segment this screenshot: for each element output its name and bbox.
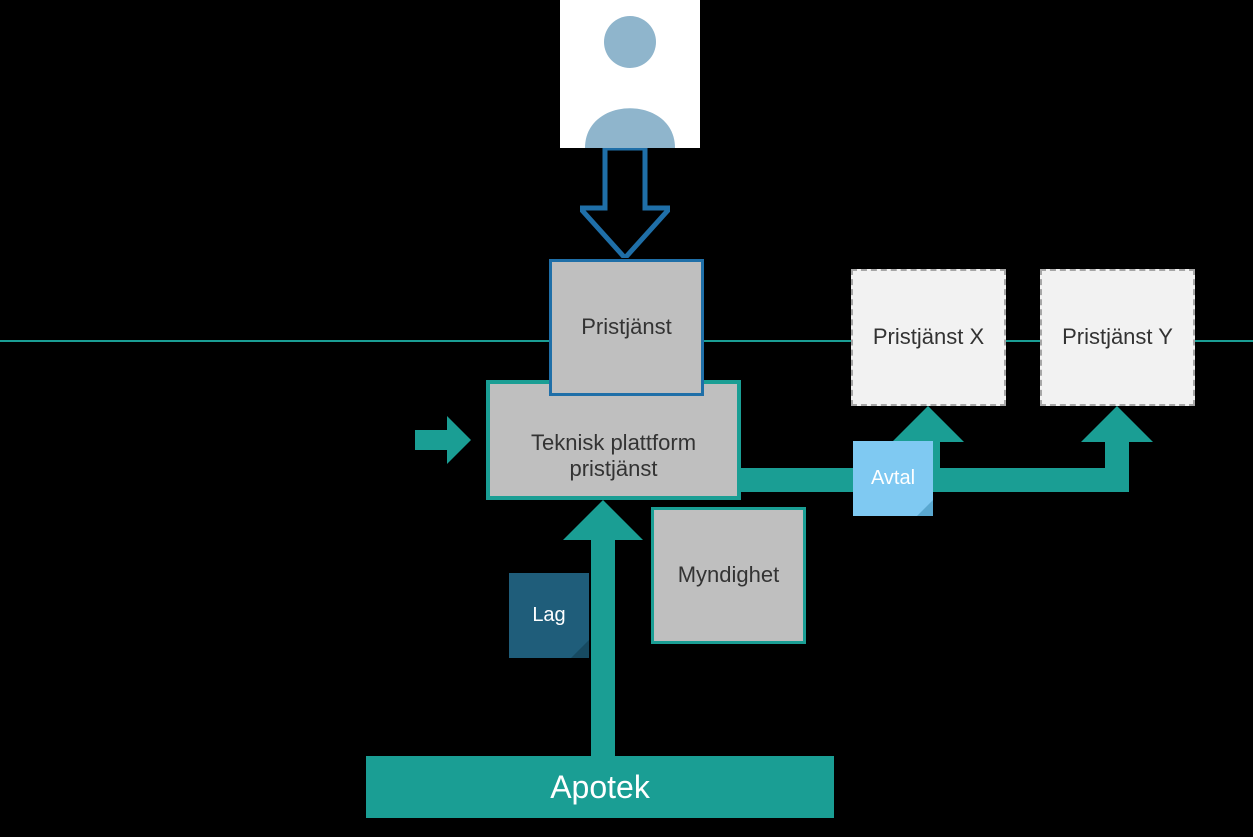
- node-pristjanst-x: Pristjänst X: [851, 269, 1006, 406]
- user-icon-panel: [560, 0, 700, 148]
- node-pristjanst-label: Pristjänst: [581, 314, 671, 340]
- small-arrow-right-shaft: [415, 430, 447, 450]
- note-lag-label: Lag: [532, 604, 565, 627]
- arrow-to-y: [1105, 442, 1129, 480]
- hollow-down-arrow: [580, 148, 670, 258]
- node-pristjanst-y: Pristjänst Y: [1040, 269, 1195, 406]
- arrow-to-y-head: [1081, 406, 1153, 442]
- diagram-stage: { "canvas": { "width": 1253, "height": 8…: [0, 0, 1253, 837]
- node-pristjanst-y-label: Pristjänst Y: [1062, 324, 1173, 350]
- note-avtal-label: Avtal: [871, 467, 915, 490]
- small-arrow-right-head: [447, 416, 471, 464]
- node-teknisk-plattform: Teknisk plattform pristjänst: [486, 380, 741, 500]
- note-avtal-fold: [917, 500, 933, 516]
- node-myndighet-label: Myndighet: [678, 562, 780, 588]
- note-avtal: Avtal: [853, 441, 933, 516]
- arrow-from-apotek-head: [563, 500, 643, 540]
- arrow-to-x-head: [892, 406, 964, 442]
- node-apotek: Apotek: [366, 756, 834, 818]
- node-myndighet: Myndighet: [651, 507, 806, 644]
- note-lag: Lag: [509, 573, 589, 658]
- node-teknisk-label: Teknisk plattform pristjänst: [496, 430, 731, 483]
- node-apotek-label: Apotek: [550, 768, 650, 806]
- node-pristjanst: Pristjänst: [549, 259, 704, 396]
- arrow-from-apotek: [591, 540, 615, 756]
- note-lag-fold: [571, 640, 589, 658]
- node-pristjanst-x-label: Pristjänst X: [873, 324, 984, 350]
- user-icon: [560, 0, 700, 148]
